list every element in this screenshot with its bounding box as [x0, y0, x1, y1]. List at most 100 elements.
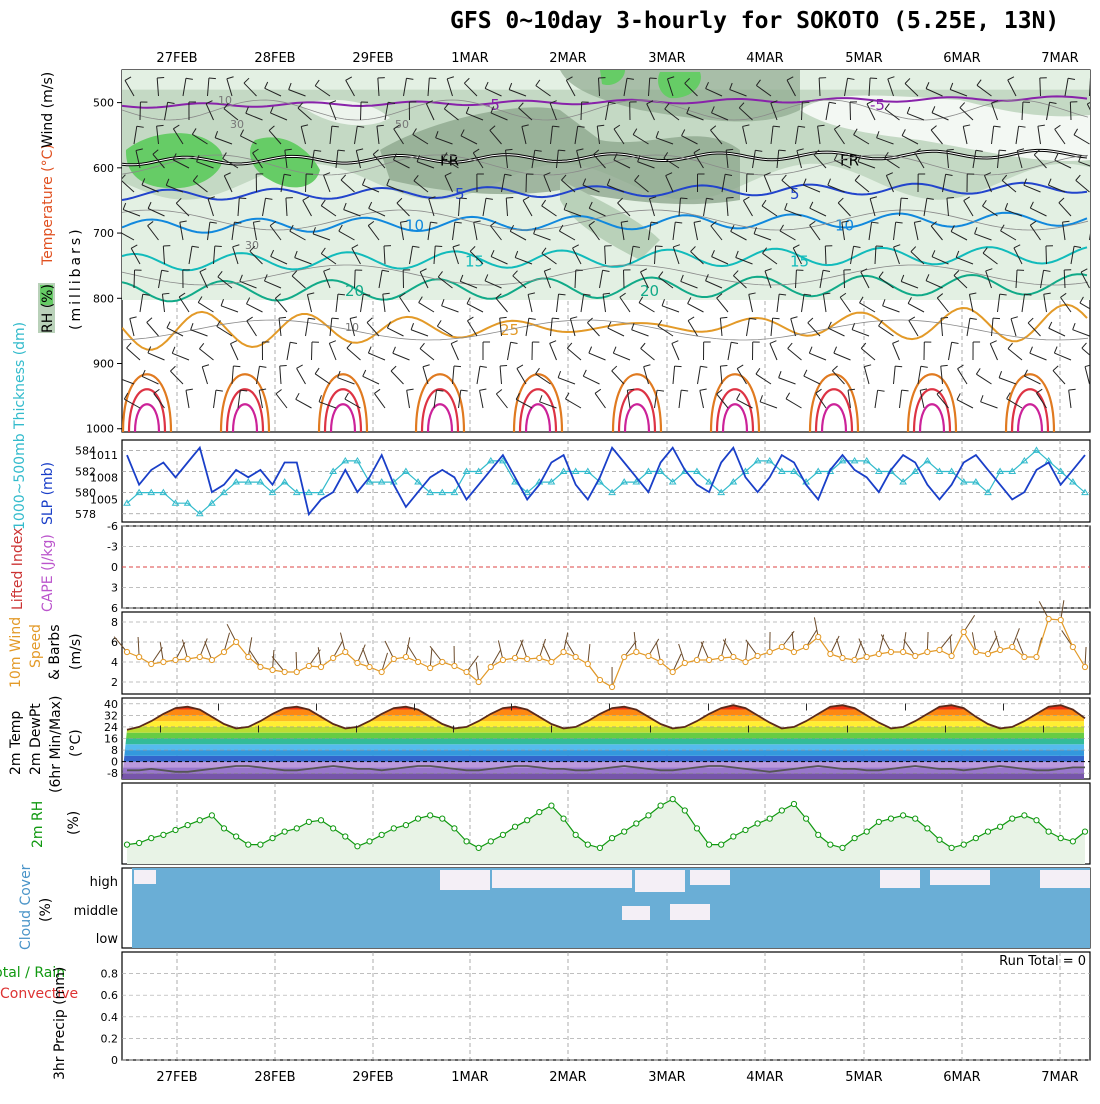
wind10-point: [925, 649, 930, 654]
temp-band: [122, 721, 1084, 727]
rh2m-point: [719, 842, 724, 847]
lifted-index-label: Lifted Index: [10, 528, 26, 610]
tmin-marker: I: [355, 724, 358, 735]
wind10-label-a: 10m Wind: [8, 617, 24, 688]
slp-tick: 1008: [90, 471, 118, 484]
temp-ylabel: 2m Temp 2m DewPt (6hr Min/Max) (°C): [8, 696, 84, 793]
cloud-clear-patch: [134, 870, 156, 884]
date-label-top: 4MAR: [746, 51, 783, 66]
cloud-clear-patch: [635, 870, 685, 892]
wind-barb: [1091, 199, 1096, 216]
rh2m-point: [901, 813, 906, 818]
wind-barb-flag: [993, 318, 1000, 319]
rh2m-point: [755, 821, 760, 826]
wind10-point: [537, 655, 542, 660]
date-label-bottom: 27FEB: [156, 1070, 197, 1085]
date-label-top: 5MAR: [845, 51, 882, 66]
wind10-point: [767, 649, 772, 654]
wind10-point: [500, 657, 505, 662]
slp-tick: 1011: [90, 449, 118, 462]
date-label-bottom: 4MAR: [746, 1070, 783, 1085]
wind10-point: [706, 657, 711, 662]
wind10-point: [961, 629, 966, 634]
wind10-point: [258, 664, 263, 669]
wind-tick: 6: [111, 636, 118, 649]
temp-tick: -8: [107, 767, 118, 780]
temp-tick: 24: [104, 721, 118, 734]
rh2m-point: [828, 842, 833, 847]
cloud-label: Cloud Cover: [18, 864, 34, 950]
wind-barb: [134, 270, 135, 288]
date-label-bottom: 3MAR: [648, 1070, 685, 1085]
wind10-point: [658, 659, 663, 664]
tmin-marker: I: [550, 724, 553, 735]
rh2m-point: [403, 823, 408, 828]
wind10-point: [331, 655, 336, 660]
rh2m-point: [440, 816, 445, 821]
rh2m-point: [124, 842, 129, 847]
isotherm-label: 10: [405, 217, 424, 235]
rh2m-point: [500, 832, 505, 837]
rh2m-point: [925, 826, 930, 831]
wind-barb-flag: [941, 365, 948, 366]
rh-label: RH (%): [40, 284, 56, 333]
wind10-point: [864, 654, 869, 659]
wind10-point: [779, 644, 784, 649]
rh2m-point: [379, 832, 384, 837]
slp-tick: 1005: [90, 494, 118, 507]
wind10-point: [452, 663, 457, 668]
slp-label: SLP (mb): [40, 462, 56, 525]
wind10-point: [755, 653, 760, 658]
wind10-point: [743, 659, 748, 664]
wind-barb-flag: [552, 318, 559, 319]
wind-barb-flag: [1091, 197, 1098, 199]
wind10-point: [415, 659, 420, 664]
ytick-label: 900: [93, 358, 114, 371]
wind-barb-flag: [157, 78, 164, 79]
rh2m-point: [488, 839, 493, 844]
wind10-point: [367, 664, 372, 669]
thickness-label: 1000~500mb Thickness (dm): [12, 322, 28, 530]
rh2-label: 2m RH: [30, 801, 46, 848]
rh2m-point: [961, 842, 966, 847]
rh2m-point: [561, 816, 566, 821]
isotherm-label: 15: [790, 252, 809, 270]
date-label-bottom: 7MAR: [1041, 1070, 1078, 1085]
rh2m-point: [1034, 818, 1039, 823]
rh2m-point: [1046, 829, 1051, 834]
wind10-point: [306, 663, 311, 668]
rh2m-point: [367, 839, 372, 844]
wind-barb: [355, 270, 356, 288]
rh2m-point: [597, 845, 602, 850]
wind10-point: [888, 649, 893, 654]
tmax-marker: I: [904, 703, 907, 714]
wind-barb-flag: [429, 78, 436, 79]
temp-tick: 16: [104, 733, 118, 746]
wind-barb: [581, 102, 582, 120]
wind-barb-flag: [558, 150, 565, 151]
wind10-point: [694, 657, 699, 662]
wind10-point: [1046, 616, 1051, 621]
wind10-point: [1082, 664, 1087, 669]
wind10-point: [828, 651, 833, 656]
wind10-point: [161, 659, 166, 664]
wind10-label-b: Speed: [28, 624, 44, 668]
rh2m-point: [343, 834, 348, 839]
wind10-point: [901, 649, 906, 654]
rh2m-point: [913, 816, 918, 821]
cape-label: CAPE (J/kg): [40, 534, 56, 612]
lifted-tick: -6: [107, 520, 118, 533]
wind10-point: [512, 655, 517, 660]
date-label-top: 3MAR: [648, 51, 685, 66]
rh2m-point: [512, 824, 517, 829]
wind10-point: [464, 669, 469, 674]
wind10-point: [137, 654, 142, 659]
wind10-point: [525, 656, 530, 661]
cloud-clear-patch: [1040, 870, 1090, 888]
rh2m-point: [282, 829, 287, 834]
wind10-point: [609, 684, 614, 689]
tmin-marker: I: [257, 724, 260, 735]
rh2m-point: [221, 826, 226, 831]
